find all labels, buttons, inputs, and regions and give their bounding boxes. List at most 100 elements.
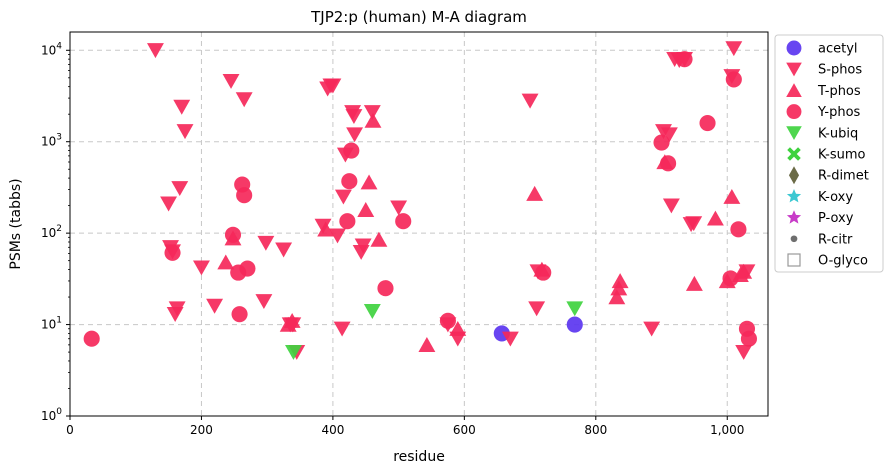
point-t-phos	[418, 337, 436, 353]
point-s-phos	[255, 294, 273, 310]
legend-label-p-oxy: P-oxy	[818, 211, 854, 226]
point-s-phos	[528, 301, 546, 317]
point-t-phos	[611, 273, 629, 289]
point-s-phos	[146, 43, 164, 59]
point-s-phos	[176, 124, 194, 140]
point-s-phos	[206, 298, 224, 314]
point-s-phos	[334, 189, 352, 205]
point-y-phos	[164, 244, 181, 261]
point-t-phos	[360, 174, 378, 190]
y-tick-label: 100	[41, 407, 62, 423]
legend-marker-k-sumo	[787, 147, 801, 161]
point-t-phos	[449, 320, 467, 336]
point-y-phos	[377, 280, 394, 297]
point-s-phos	[333, 321, 351, 337]
legend-label-k-sumo: K-sumo	[818, 148, 866, 163]
legend-label-k-oxy: K-oxy	[818, 190, 853, 205]
point-t-phos	[735, 263, 753, 279]
point-s-phos	[275, 242, 293, 258]
point-s-phos	[725, 41, 743, 57]
point-s-phos	[235, 92, 253, 108]
point-t-phos	[283, 312, 301, 328]
legend-label-r-citr: R-citr	[818, 232, 853, 247]
point-t-phos	[370, 231, 388, 247]
legend-marker-y-phos	[786, 104, 802, 120]
point-y-phos	[730, 221, 747, 238]
x-tick-label: 200	[190, 423, 213, 437]
point-y-phos	[660, 155, 677, 172]
legend-frame	[774, 34, 884, 273]
point-y-phos	[535, 264, 552, 281]
x-tick-label: 0	[66, 423, 74, 437]
legend-label-o-glyco: O-glyco	[818, 254, 868, 269]
legend-label-t-phos: T-phos	[817, 84, 861, 99]
legend-marker-o-glyco	[787, 253, 801, 267]
point-s-phos	[324, 78, 342, 94]
point-s-phos	[521, 93, 539, 109]
point-t-phos	[317, 221, 335, 237]
y-axis-label: PSMs (tabbs)	[8, 178, 24, 269]
y-axis-ticks: 100 101 102 103 104	[41, 41, 70, 423]
legend-marker-acetyl	[786, 40, 802, 56]
point-y-phos	[224, 226, 242, 243]
point-y-phos	[231, 306, 248, 323]
point-y-phos	[341, 173, 358, 190]
point-y-phos	[439, 312, 456, 329]
point-t-phos	[723, 188, 741, 204]
point-s-phos	[354, 238, 372, 254]
point-t-phos	[706, 210, 724, 226]
point-y-phos	[740, 330, 757, 347]
point-y-phos	[722, 270, 739, 287]
x-axis-ticks: 0 200 400 600 800 1,000	[66, 416, 744, 437]
x-tick-label: 800	[584, 423, 607, 437]
point-y-phos	[676, 51, 693, 68]
legend-label-r-dimet: R-dimet	[818, 169, 869, 184]
legend-label-s-phos: S-phos	[818, 63, 862, 78]
point-y-phos	[699, 114, 716, 132]
point-s-phos	[346, 127, 364, 143]
legend-marker-r-citr	[790, 235, 798, 243]
plot-area-frame	[69, 31, 769, 417]
point-k-ubiq	[285, 344, 302, 360]
point-s-phos	[643, 321, 661, 337]
x-tick-label: 600	[453, 423, 476, 437]
point-y-phos	[236, 187, 253, 204]
point-y-phos	[343, 142, 360, 159]
point-s-phos	[193, 260, 210, 276]
point-acetyl	[566, 316, 583, 333]
y-tick-label: 101	[41, 316, 62, 332]
point-y-phos	[239, 260, 256, 277]
point-t-phos	[526, 185, 544, 201]
point-y-phos	[653, 134, 670, 151]
legend-label-acetyl: acetyl	[818, 42, 858, 57]
x-tick-label: 400	[321, 423, 344, 437]
legend-label-k-ubiq: K-ubiq	[818, 126, 858, 141]
point-s-phos	[662, 198, 680, 214]
legend-marker-p-oxy	[786, 210, 802, 224]
point-s-phos	[363, 105, 381, 121]
x-axis-label: residue	[393, 449, 445, 465]
point-t-phos	[364, 112, 382, 128]
point-t-phos	[217, 254, 235, 270]
point-y-phos	[339, 213, 356, 230]
point-k-ubiq	[363, 304, 381, 320]
point-s-phos	[735, 344, 753, 360]
point-s-phos	[222, 73, 240, 89]
point-s-phos	[501, 331, 519, 347]
point-s-phos	[345, 109, 363, 125]
legend-marker-r-dimet	[788, 166, 800, 185]
point-t-phos	[685, 275, 703, 291]
y-tick-label: 104	[41, 41, 62, 57]
legend-marker-s-phos	[786, 62, 802, 77]
legend-marker-t-phos	[786, 83, 802, 97]
point-s-phos	[168, 301, 186, 317]
point-t-phos	[357, 202, 375, 217]
point-y-phos	[725, 71, 742, 88]
point-y-phos	[83, 330, 100, 347]
legend-marker-k-ubiq	[786, 126, 802, 140]
y-tick-label: 102	[41, 224, 62, 240]
data-points	[83, 41, 757, 360]
point-s-phos	[160, 196, 178, 212]
point-s-phos	[390, 200, 408, 216]
